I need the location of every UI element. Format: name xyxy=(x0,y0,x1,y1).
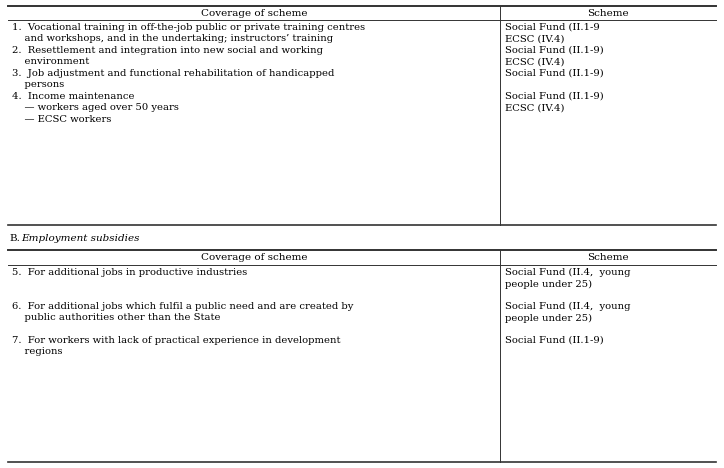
Text: B.: B. xyxy=(9,234,20,243)
Text: 6.  For additional jobs which fulfil a public need and are created by
    public: 6. For additional jobs which fulfil a pu… xyxy=(12,302,353,322)
Text: 5.  For additional jobs in productive industries: 5. For additional jobs in productive ind… xyxy=(12,268,248,277)
Text: Social Fund (II.1-9
ECSC (IV.4)
Social Fund (II.1-9)
ECSC (IV.4)
Social Fund (II: Social Fund (II.1-9 ECSC (IV.4) Social F… xyxy=(505,23,604,112)
Text: Coverage of scheme: Coverage of scheme xyxy=(201,253,307,262)
Text: Social Fund (II.1-9): Social Fund (II.1-9) xyxy=(505,336,604,345)
Text: Coverage of scheme: Coverage of scheme xyxy=(201,8,307,17)
Text: Employment subsidies: Employment subsidies xyxy=(21,234,140,243)
Text: Scheme: Scheme xyxy=(587,253,629,262)
Text: 1.  Vocational training in off-the-job public or private training centres
    an: 1. Vocational training in off-the-job pu… xyxy=(12,23,365,124)
Text: 7.  For workers with lack of practical experience in development
    regions: 7. For workers with lack of practical ex… xyxy=(12,336,340,357)
Text: Social Fund (II.4,  young
people under 25): Social Fund (II.4, young people under 25… xyxy=(505,302,631,323)
Text: Scheme: Scheme xyxy=(587,8,629,17)
Text: Social Fund (II.4,  young
people under 25): Social Fund (II.4, young people under 25… xyxy=(505,268,631,289)
